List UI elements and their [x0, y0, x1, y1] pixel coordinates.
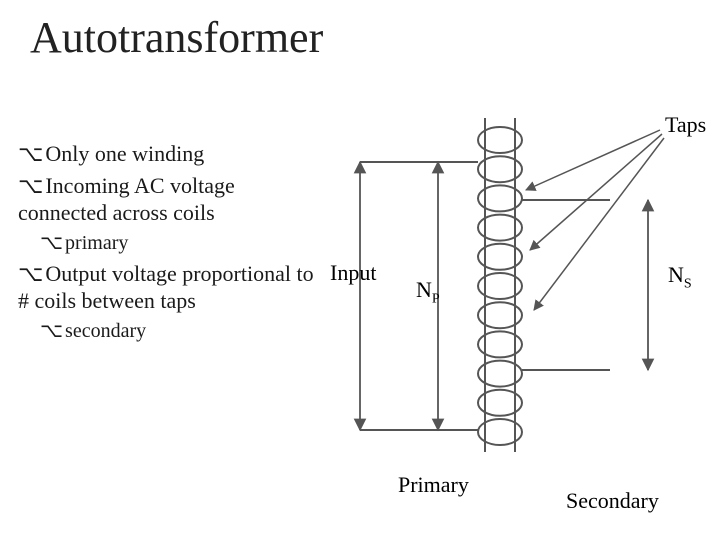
- label-secondary-text: Secondary: [566, 488, 659, 513]
- label-np-sub: P: [432, 291, 440, 306]
- label-input: Input: [330, 260, 376, 286]
- diagram-svg: [300, 100, 720, 530]
- label-ns-sub: S: [684, 276, 692, 291]
- bullet-text: secondary: [65, 320, 146, 342]
- label-primary: Primary: [398, 472, 469, 498]
- list-item: ⌥Output voltage proportional to # coils …: [18, 260, 318, 315]
- bullet-icon: ⌥: [40, 232, 61, 254]
- bullet-icon: ⌥: [18, 173, 41, 198]
- autotransformer-diagram: [300, 100, 720, 530]
- label-taps-text: Taps: [665, 112, 706, 137]
- label-np: NP: [416, 277, 440, 307]
- bullet-icon: ⌥: [18, 141, 41, 166]
- list-item: ⌥primary: [40, 231, 318, 256]
- slide-root: Autotransformer ⌥Only one winding ⌥Incom…: [0, 0, 720, 540]
- bullet-text: primary: [65, 232, 128, 254]
- list-item: ⌥Incoming AC voltage connected across co…: [18, 172, 318, 227]
- slide-title: Autotransformer: [30, 12, 323, 63]
- label-primary-text: Primary: [398, 472, 469, 497]
- bullet-text: Only one winding: [45, 141, 204, 166]
- label-ns-text: N: [668, 262, 684, 287]
- label-input-text: Input: [330, 260, 376, 285]
- list-item: ⌥secondary: [40, 319, 318, 344]
- bullet-icon: ⌥: [18, 261, 41, 286]
- label-ns: NS: [668, 262, 692, 292]
- label-np-text: N: [416, 277, 432, 302]
- bullet-text: Output voltage proportional to # coils b…: [18, 261, 314, 314]
- list-item: ⌥Only one winding: [18, 140, 318, 168]
- bullet-text: Incoming AC voltage connected across coi…: [18, 173, 235, 226]
- bullet-list: ⌥Only one winding ⌥Incoming AC voltage c…: [18, 140, 318, 348]
- bullet-icon: ⌥: [40, 320, 61, 342]
- label-taps: Taps: [665, 112, 706, 138]
- label-secondary: Secondary: [566, 488, 659, 514]
